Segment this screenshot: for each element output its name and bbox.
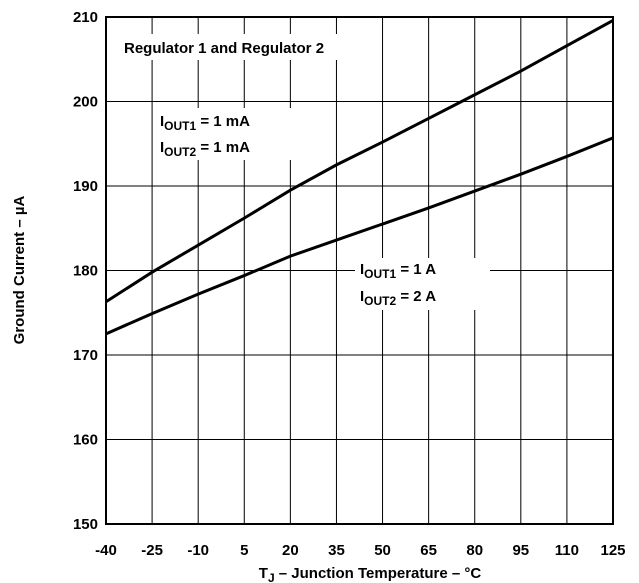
y-axis-label: Ground Current – µA: [11, 196, 28, 345]
annotation: IOUT1 = 1 A: [360, 261, 436, 281]
x-tick-label: 80: [466, 542, 483, 559]
x-tick-label: 35: [328, 542, 345, 559]
x-tick-label: -25: [141, 542, 163, 559]
x-tick-label: 50: [374, 542, 391, 559]
series-line: [105, 19, 614, 304]
y-tick-label: 210: [73, 9, 98, 26]
annotation: IOUT1 = 1 mA: [160, 113, 250, 133]
annotation-bg: [120, 34, 348, 60]
y-tick-label: 190: [73, 178, 98, 195]
x-tick-label: -10: [187, 542, 209, 559]
plot-frame: [105, 16, 614, 525]
x-tick-label: 65: [420, 542, 437, 559]
annotation: IOUT2 = 1 mA: [160, 139, 250, 159]
lines: [105, 19, 614, 336]
x-tick-label: -40: [95, 542, 117, 559]
annotation-bg: [155, 108, 305, 160]
x-tick-label: 110: [555, 542, 579, 559]
x-tick-label: 95: [512, 542, 529, 559]
series-line: [105, 136, 614, 336]
annotation-bg: [355, 258, 490, 310]
y-tick-label: 160: [73, 432, 98, 449]
x-tick-label: 5: [240, 542, 248, 559]
y-tick-label: 180: [73, 263, 98, 280]
x-tick-label: 125: [600, 542, 625, 559]
annotation: IOUT2 = 2 A: [360, 288, 436, 308]
y-tick-label: 170: [73, 347, 98, 364]
x-tick-label: 20: [282, 542, 299, 559]
y-tick-label: 200: [73, 94, 98, 111]
annotation: Regulator 1 and Regulator 2: [124, 40, 324, 57]
x-axis-label: TJ – Junction Temperature – °C: [259, 565, 482, 583]
y-tick-label: 150: [73, 516, 98, 533]
